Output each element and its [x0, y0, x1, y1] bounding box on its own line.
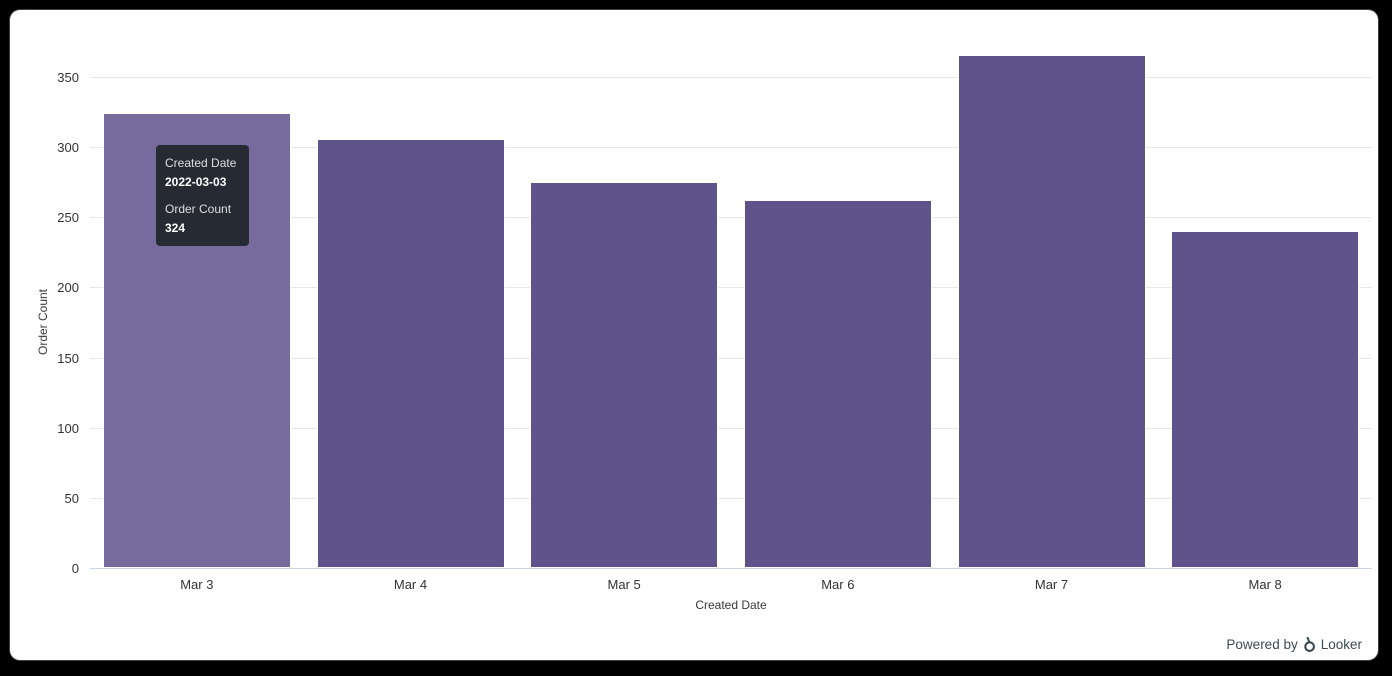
tooltip-dimension: Created Date 2022-03-03 — [165, 156, 240, 190]
y-axis-tick-label: 300 — [57, 140, 79, 156]
tooltip-measure-label: Order Count — [165, 202, 232, 216]
x-axis-tick-label: Mar 5 — [607, 577, 641, 592]
gridline — [90, 287, 1372, 289]
x-axis-title: Created Date — [695, 598, 767, 612]
tooltip: Created Date 2022-03-03 Order Count 324 — [156, 145, 249, 246]
tooltip-dimension-value: 2022-03-03 — [165, 175, 227, 189]
bar-mar-5[interactable] — [530, 182, 719, 568]
x-axis-line — [90, 568, 1372, 569]
x-axis-tick-label: Mar 7 — [1034, 577, 1069, 592]
gridline — [90, 497, 1372, 499]
powered-by-text: Powered by — [1226, 637, 1298, 652]
bar-mar-4[interactable] — [316, 138, 505, 568]
bar-mar-6[interactable] — [743, 200, 932, 568]
bar-mar-8[interactable] — [1171, 231, 1360, 568]
gridline — [90, 357, 1372, 359]
bar-chart: 0 50 100 150 200 250 300 350 Mar 3 Mar 4 Mar 5 Mar … — [10, 10, 1378, 660]
tooltip-measure: Order Count 324 — [165, 202, 240, 236]
bar-mar-7[interactable] — [957, 54, 1146, 568]
x-axis-tick-label: Mar 3 — [180, 577, 214, 592]
gridline — [90, 427, 1372, 429]
gridline — [90, 147, 1372, 149]
x-axis-tick-label: Mar 6 — [821, 577, 855, 592]
y-axis-tick-label: 100 — [57, 420, 79, 436]
x-axis-tick-label: Mar 4 — [393, 577, 428, 592]
x-axis-tick-label: Mar 8 — [1248, 577, 1282, 592]
powered-by-footer[interactable]: Powered by Looker — [1226, 636, 1362, 653]
gridline — [90, 77, 1372, 78]
tooltip-measure-value: 324 — [165, 221, 186, 235]
y-axis-tick-label: 50 — [64, 490, 79, 506]
y-axis-tick-label: 250 — [57, 210, 79, 226]
gridline — [90, 217, 1372, 219]
chart-panel: 0 50 100 150 200 250 300 350 Mar 3 Mar 4 Mar 5 Mar … — [10, 10, 1378, 660]
y-axis-tick-label: 200 — [57, 280, 79, 296]
y-axis-tick-label: 350 — [57, 70, 79, 85]
looker-brand-text: Looker — [1320, 637, 1362, 652]
y-axis-tick-label: 0 — [71, 561, 79, 576]
tooltip-dimension-label: Created Date — [165, 156, 237, 170]
y-axis-tick-label: 150 — [57, 350, 79, 366]
y-axis-title: Order Count — [36, 288, 50, 356]
looker-logo-icon — [1303, 636, 1315, 652]
